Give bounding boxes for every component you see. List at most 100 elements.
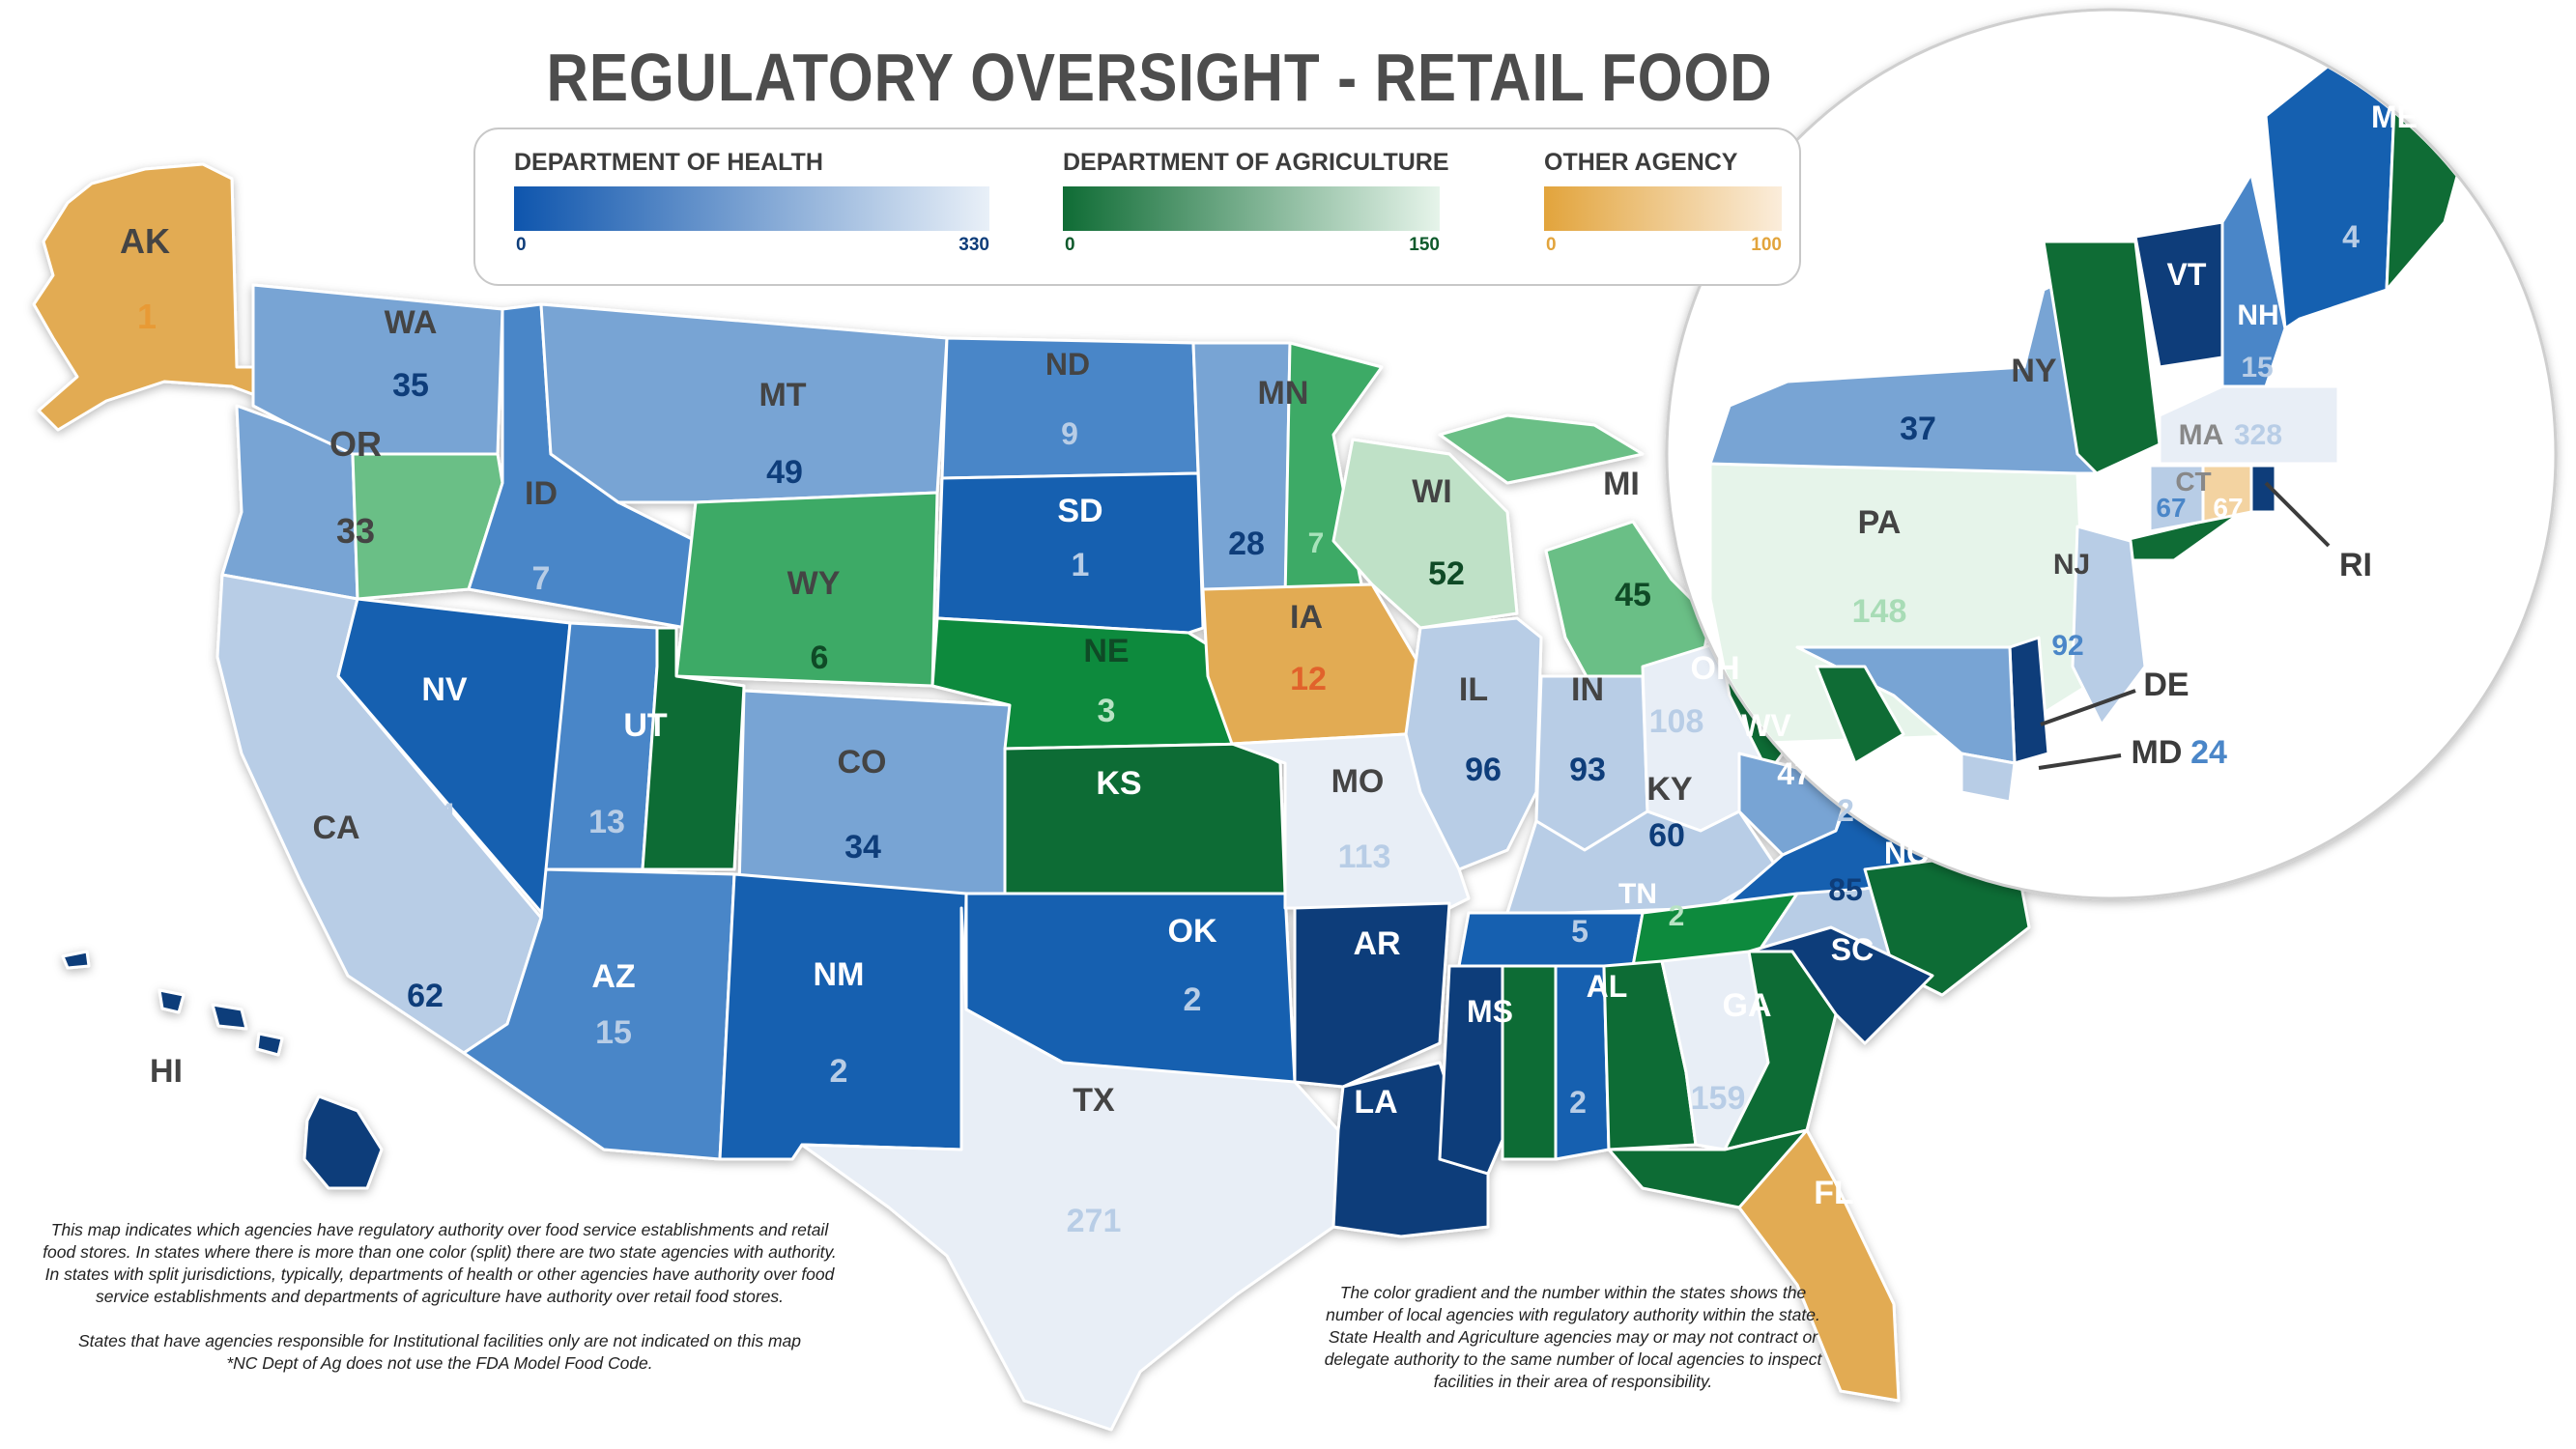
state-id	[467, 302, 698, 630]
state-value-az: 15	[595, 1014, 632, 1051]
state-label-ia: IA	[1290, 599, 1323, 636]
state-label-mt: MT	[758, 377, 806, 413]
state-ct-h	[2148, 464, 2205, 533]
note-left-nc-footnote: *NC Dept of Ag does not use the FDA Mode…	[226, 1353, 653, 1373]
state-label-la: LA	[1354, 1084, 1397, 1121]
state-ar	[1293, 901, 1451, 1089]
state-wi	[1331, 438, 1519, 630]
state-label-al: AL	[1587, 969, 1628, 1004]
state-ms	[1438, 964, 1509, 1176]
state-mt	[539, 302, 949, 504]
state-value-oh: 108	[1649, 703, 1704, 740]
state-value-nh: 15	[2241, 352, 2273, 384]
state-sd	[935, 471, 1205, 635]
state-ak	[32, 162, 374, 441]
state-mn-ag	[1283, 341, 1384, 601]
state-li	[2119, 510, 2244, 562]
state-ms-ag	[1501, 964, 1558, 1161]
state-label-wv: WV	[1741, 708, 1791, 743]
state-hi-2	[157, 988, 186, 1014]
state-value-ne: 3	[1098, 693, 1116, 729]
state-co	[737, 689, 1012, 900]
state-label-id: ID	[525, 475, 558, 512]
state-mi-u	[1438, 413, 1645, 485]
state-value-wi: 52	[1428, 555, 1465, 592]
state-label-mn: MN	[1258, 375, 1309, 412]
state-value-wa: 35	[392, 367, 429, 404]
state-me-h	[2264, 56, 2398, 330]
state-nh	[2220, 172, 2287, 388]
state-value-ia: 12	[1290, 661, 1327, 697]
state-label-nm: NM	[814, 956, 865, 993]
legend-health-gradient	[514, 186, 989, 231]
state-value-mi: 45	[1615, 577, 1651, 613]
legend-other-title: OTHER AGENCY	[1544, 149, 1738, 176]
state-wv	[1737, 732, 1867, 857]
state-md	[1795, 645, 2017, 765]
state-value-id: 7	[532, 560, 551, 597]
ri-callout-line	[2264, 481, 2331, 548]
legend-health-max: 330	[959, 235, 989, 255]
state-hi-3	[211, 1003, 248, 1031]
legend-health-min: 0	[516, 235, 527, 255]
state-label-hi: HI	[150, 1053, 183, 1090]
state-value-nj: 92	[2051, 630, 2083, 662]
state-mo	[1230, 732, 1471, 910]
md-callout-line	[2038, 753, 2122, 770]
state-nc	[1757, 867, 2031, 997]
state-label-tx: TX	[1073, 1082, 1115, 1119]
state-value-ga: 159	[1691, 1080, 1746, 1117]
state-value-nv: 4	[438, 797, 456, 834]
legend-other-max: 100	[1751, 235, 1782, 255]
state-value-ky: 60	[1648, 817, 1685, 854]
state-ca	[215, 573, 543, 1055]
state-label-sc: SC	[1831, 932, 1874, 967]
state-label-vt: VT	[2167, 257, 2207, 292]
legend-other-min: 0	[1546, 235, 1557, 255]
state-label-ma: MA	[2179, 419, 2224, 451]
state-label-ny: NY	[2011, 353, 2057, 389]
state-label-nh: NH	[2237, 299, 2278, 331]
state-ne	[930, 616, 1248, 751]
state-ky	[1505, 810, 1780, 915]
state-label-wa: WA	[385, 304, 438, 341]
state-vt	[2133, 220, 2224, 369]
state-wy	[674, 491, 939, 688]
state-hi-5	[302, 1094, 384, 1190]
state-label-ne: NE	[1083, 633, 1129, 669]
state-value-ca: 62	[407, 978, 444, 1014]
state-oh	[1641, 640, 1770, 833]
state-value-wy: 6	[811, 639, 829, 676]
note-left-institutional: States that have agencies responsible fo…	[77, 1331, 802, 1350]
state-al	[1554, 964, 1611, 1161]
state-label-wi: WI	[1412, 473, 1452, 510]
state-tn-h	[1457, 911, 1645, 968]
legend-agriculture-title: DEPARTMENT OF AGRICULTURE	[1063, 149, 1449, 176]
state-value-ak: 1	[137, 297, 157, 336]
legend-agriculture: DEPARTMENT OF AGRICULTURE 0 150	[1063, 149, 1449, 258]
legend-agriculture-max: 150	[1409, 235, 1440, 255]
state-value-me: 4	[2342, 219, 2360, 254]
state-ia	[1201, 582, 1422, 746]
state-label-ks: KS	[1096, 765, 1141, 802]
state-label-wy: WY	[787, 565, 841, 602]
state-value-ok: 2	[1184, 981, 1202, 1018]
state-value-al: 2	[1569, 1085, 1587, 1120]
northeast-inset-circle	[1665, 8, 2558, 900]
state-de	[2008, 636, 2050, 765]
state-value-il: 96	[1465, 752, 1502, 788]
state-nv	[336, 597, 572, 920]
note-left: This map indicates which agencies have r…	[39, 1219, 841, 1375]
state-label-nj: NJ	[2053, 549, 2090, 581]
state-label-ri: RI	[2339, 547, 2372, 583]
legend-health-title: DEPARTMENT OF HEALTH	[514, 149, 823, 176]
state-value-mt: 49	[766, 454, 803, 491]
state-la	[1331, 1061, 1490, 1238]
state-label-co: CO	[838, 744, 887, 781]
state-va	[1708, 742, 2012, 920]
state-label-ok: OK	[1168, 913, 1217, 950]
state-value-co: 34	[844, 829, 881, 866]
state-label-ms: MS	[1467, 994, 1513, 1029]
state-value-sd: 1	[1072, 547, 1090, 583]
state-va-ag	[1863, 742, 2021, 886]
